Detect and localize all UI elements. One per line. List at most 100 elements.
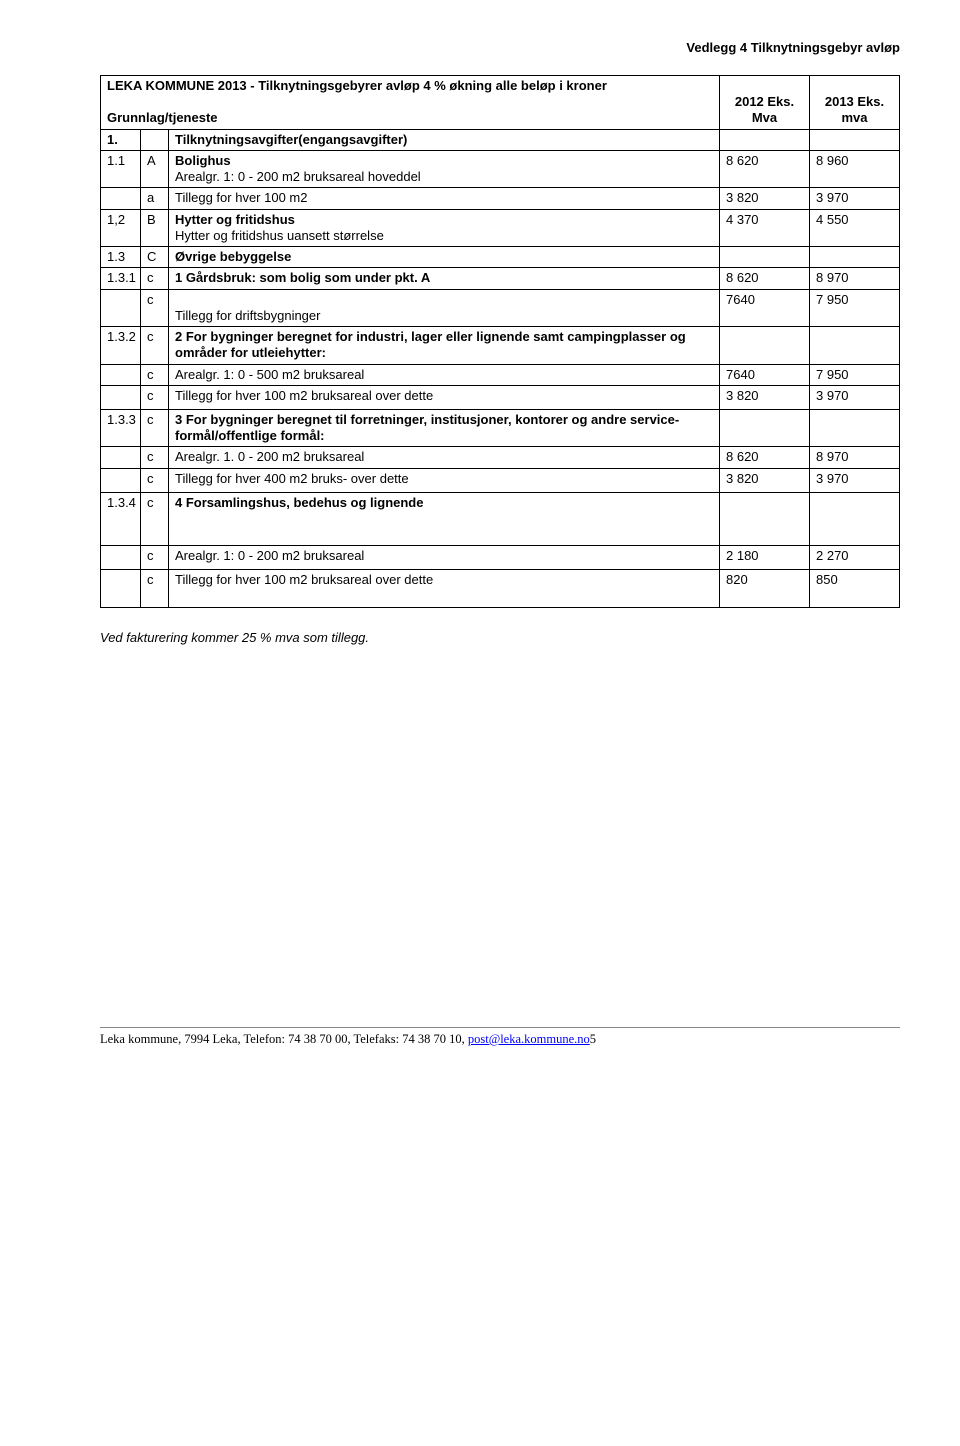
cell: 7640 [720, 364, 810, 385]
cell: 7 950 [810, 364, 900, 385]
cell: 8 620 [720, 447, 810, 468]
cell: 820 [720, 570, 810, 608]
cell-text: Hytter og fritidshus uansett størrelse [175, 228, 384, 243]
cell: Tillegg for hver 400 m2 bruks- over dett… [169, 468, 720, 492]
cell: 850 [810, 570, 900, 608]
cell: 4 550 [810, 209, 900, 247]
cell: 1,2 [101, 209, 141, 247]
cell: 3 820 [720, 468, 810, 492]
cell: c [141, 385, 169, 409]
cell: 8 970 [810, 447, 900, 468]
cell: Arealgr. 1: 0 - 500 m2 bruksareal [169, 364, 720, 385]
cell: c [141, 492, 169, 546]
cell: Bolighus Arealgr. 1: 0 - 200 m2 bruksare… [169, 150, 720, 188]
cell: 1.3.4 [101, 492, 141, 546]
cell: B [141, 209, 169, 247]
table-row: c Tillegg for hver 100 m2 bruksareal ove… [101, 570, 900, 608]
cell: Tilknytningsavgifter(engangsavgifter) [169, 129, 720, 150]
table-row: c Arealgr. 1. 0 - 200 m2 bruksareal 8 62… [101, 447, 900, 468]
table-row: a Tillegg for hver 100 m2 3 820 3 970 [101, 188, 900, 209]
cell: c [141, 409, 169, 447]
cell: 4 370 [720, 209, 810, 247]
cell [810, 247, 900, 268]
table-row: 1,2 B Hytter og fritidshus Hytter og fri… [101, 209, 900, 247]
table-row: 1.3.4 c 4 Forsamlingshus, bedehus og lig… [101, 492, 900, 546]
cell: Arealgr. 1. 0 - 200 m2 bruksareal [169, 447, 720, 468]
table-title: LEKA KOMMUNE 2013 - Tilknytningsgebyrer … [107, 78, 607, 93]
basis-label: Grunnlag/tjeneste [107, 110, 218, 125]
cell: 1.3.3 [101, 409, 141, 447]
cell: c [141, 327, 169, 365]
footer-note: Ved fakturering kommer 25 % mva som till… [100, 630, 900, 647]
cell-text: Bolighus [175, 153, 231, 168]
table-row: c Tillegg for driftsbygninger 7640 7 950 [101, 289, 900, 327]
cell-text: Arealgr. 1: 0 - 200 m2 bruksareal hovedd… [175, 169, 421, 184]
table-header-row: LEKA KOMMUNE 2013 - Tilknytningsgebyrer … [101, 75, 900, 129]
cell-text: 4 Forsamlingshus, bedehus og lignende [175, 495, 423, 510]
cell: 8 970 [810, 268, 900, 289]
cell [720, 247, 810, 268]
cell-text: Tillegg for driftsbygninger [175, 308, 320, 323]
cell: 1.3.1 [101, 268, 141, 289]
cell: Arealgr. 1: 0 - 200 m2 bruksareal [169, 546, 720, 570]
table-row: c Tillegg for hver 100 m2 bruksareal ove… [101, 385, 900, 409]
cell [810, 327, 900, 365]
cell: 1.1 [101, 150, 141, 188]
cell: 1 Gårdsbruk: som bolig som under pkt. A [169, 268, 720, 289]
fee-table: LEKA KOMMUNE 2013 - Tilknytningsgebyrer … [100, 75, 900, 608]
cell: c [141, 468, 169, 492]
cell: c [141, 570, 169, 608]
cell: 2 180 [720, 546, 810, 570]
cell [101, 289, 141, 327]
cell: 3 For bygninger beregnet til forretninge… [169, 409, 720, 447]
cell: c [141, 447, 169, 468]
cell: Øvrige bebyggelse [169, 247, 720, 268]
table-row: 1.3 C Øvrige bebyggelse [101, 247, 900, 268]
cell [810, 129, 900, 150]
cell [720, 409, 810, 447]
cell: Tillegg for hver 100 m2 [169, 188, 720, 209]
cell: Tillegg for hver 100 m2 bruksareal over … [169, 385, 720, 409]
cell: 3 970 [810, 468, 900, 492]
cell: 8 620 [720, 150, 810, 188]
table-row: 1.1 A Bolighus Arealgr. 1: 0 - 200 m2 br… [101, 150, 900, 188]
cell [810, 492, 900, 546]
table-row: 1. Tilknytningsavgifter(engangsavgifter) [101, 129, 900, 150]
col-2013: 2013 Eks. mva [810, 75, 900, 129]
page-footer: Leka kommune, 7994 Leka, Telefon: 74 38 … [100, 1027, 900, 1047]
cell [720, 129, 810, 150]
cell: 2 For bygninger beregnet for industri, l… [169, 327, 720, 365]
cell: 3 820 [720, 385, 810, 409]
cell [810, 409, 900, 447]
footer-email-link[interactable]: post@leka.kommune.no [468, 1032, 590, 1046]
cell: c [141, 364, 169, 385]
table-row: 1.3.2 c 2 For bygninger beregnet for ind… [101, 327, 900, 365]
cell [101, 570, 141, 608]
cell: Hytter og fritidshus Hytter og fritidshu… [169, 209, 720, 247]
footer-pagenum: 5 [590, 1032, 596, 1046]
cell: 8 620 [720, 268, 810, 289]
cell: Tillegg for driftsbygninger [169, 289, 720, 327]
table-row: 1.3.3 c 3 For bygninger beregnet til for… [101, 409, 900, 447]
cell: 1.3 [101, 247, 141, 268]
cell: 4 Forsamlingshus, bedehus og lignende [169, 492, 720, 546]
table-row: 1.3.1 c 1 Gårdsbruk: som bolig som under… [101, 268, 900, 289]
cell: c [141, 289, 169, 327]
cell: 1. [101, 129, 141, 150]
cell [720, 492, 810, 546]
cell-text: Hytter og fritidshus [175, 212, 295, 227]
cell: 2 270 [810, 546, 900, 570]
cell: 1.3.2 [101, 327, 141, 365]
table-row: c Arealgr. 1: 0 - 200 m2 bruksareal 2 18… [101, 546, 900, 570]
cell: c [141, 268, 169, 289]
cell [101, 546, 141, 570]
cell-text: Tillegg for hver 100 m2 bruksareal over … [175, 572, 433, 587]
cell: a [141, 188, 169, 209]
cell: 3 970 [810, 188, 900, 209]
cell [720, 327, 810, 365]
cell [141, 129, 169, 150]
cell: 7640 [720, 289, 810, 327]
cell: Tillegg for hver 100 m2 bruksareal over … [169, 570, 720, 608]
footer-text: Leka kommune, 7994 Leka, Telefon: 74 38 … [100, 1032, 468, 1046]
col-2012: 2012 Eks. Mva [720, 75, 810, 129]
